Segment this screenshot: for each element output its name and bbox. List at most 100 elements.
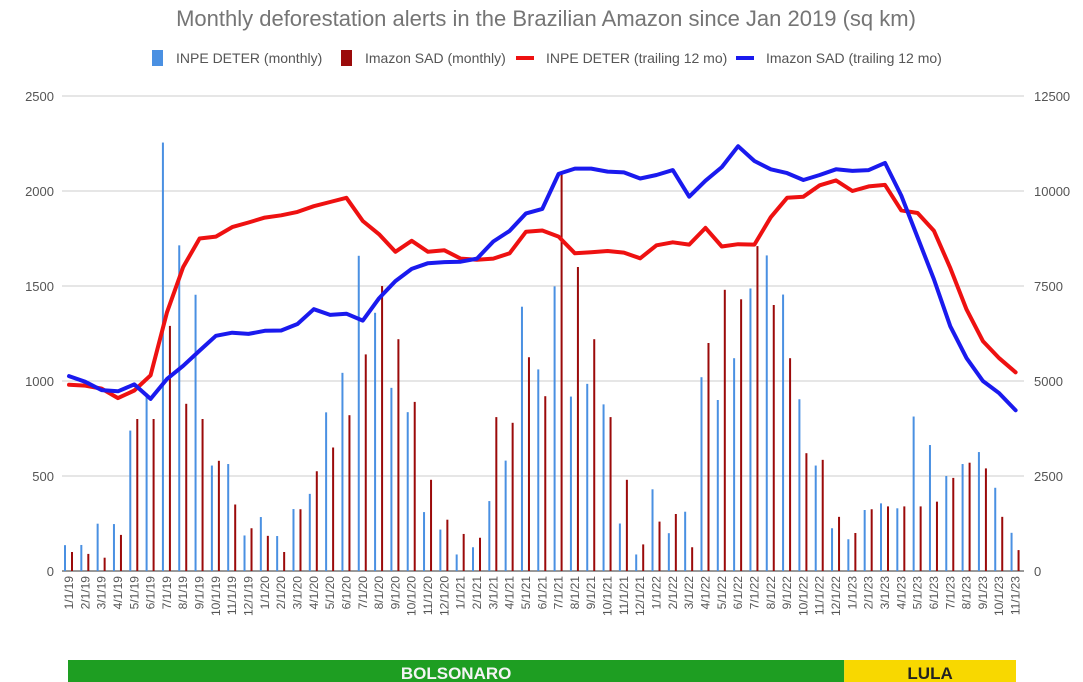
- right-tick-label: 12500: [1034, 89, 1070, 104]
- x-tick-label: 3/1/21: [486, 576, 500, 610]
- inpe-monthly-bar: [945, 476, 948, 571]
- inpe-monthly-bar: [439, 529, 442, 571]
- inpe-monthly-bar: [569, 396, 572, 571]
- x-tick-label: 2/1/21: [470, 576, 484, 610]
- band-lula: [844, 660, 1016, 682]
- imazon-monthly-bar: [152, 419, 155, 571]
- left-axis: 0 500 1000 1500 2000 2500: [25, 89, 54, 579]
- right-tick-label: 10000: [1034, 184, 1070, 199]
- inpe-monthly-bar: [488, 501, 491, 571]
- imazon-monthly-bar: [217, 460, 220, 571]
- imazon-monthly-bar: [430, 479, 433, 571]
- x-tick-label: 4/1/20: [307, 576, 321, 610]
- imazon-monthly-bar: [609, 417, 612, 571]
- x-tick-label: 8/1/21: [568, 576, 582, 610]
- presidency-bands: BOLSONARO LULA: [68, 660, 1016, 682]
- inpe-monthly-bar: [504, 460, 507, 571]
- inpe-monthly-bar: [782, 294, 785, 571]
- inpe-monthly-bar: [145, 393, 148, 571]
- x-tick-label: 7/1/22: [747, 576, 761, 610]
- inpe-monthly-bar: [586, 383, 589, 571]
- right-axis: 0 2500 5000 7500 10000 12500: [1034, 89, 1070, 579]
- inpe-monthly-bar: [325, 412, 328, 571]
- inpe-monthly-bar: [194, 294, 197, 571]
- imazon-monthly-bar: [495, 417, 498, 571]
- inpe-monthly-bar: [423, 512, 426, 571]
- imazon-monthly-bar: [968, 462, 971, 571]
- imazon-monthly-bar: [723, 289, 726, 571]
- inpe-monthly-bar: [472, 547, 474, 571]
- x-tick-label: 10/1/23: [992, 576, 1006, 616]
- x-tick-label: 4/1/19: [111, 576, 125, 610]
- x-tick-label: 8/1/22: [764, 576, 778, 610]
- x-tick-label: 6/1/19: [144, 576, 158, 610]
- x-tick-label: 12/1/19: [242, 576, 256, 616]
- imazon-monthly-bar: [103, 557, 106, 571]
- left-tick-label: 2000: [25, 184, 54, 199]
- band-bolsonaro: [68, 660, 845, 682]
- imazon-monthly-bar: [576, 267, 579, 571]
- x-tick-label: 1/1/19: [62, 576, 76, 610]
- x-tick-label: 6/1/21: [535, 576, 549, 610]
- x-tick-label: 10/1/21: [601, 576, 615, 616]
- x-tick-label: 5/1/21: [519, 576, 533, 610]
- x-tick-label: 6/1/20: [339, 576, 353, 610]
- imazon-monthly-bar: [87, 553, 90, 571]
- legend-label: Imazon SAD (trailing 12 mo): [766, 50, 942, 66]
- x-tick-label: 2/1/23: [862, 576, 876, 610]
- imazon-monthly-bar: [674, 514, 677, 571]
- inpe-monthly-bar: [635, 554, 638, 571]
- imazon-monthly-bar: [479, 537, 481, 571]
- imazon-monthly-bar: [935, 501, 938, 571]
- imazon-monthly-bar: [119, 534, 122, 571]
- right-tick-label: 5000: [1034, 374, 1063, 389]
- x-tick-label: 8/1/20: [372, 576, 386, 610]
- right-tick-label: 7500: [1034, 279, 1063, 294]
- imazon-monthly-bar: [756, 246, 759, 571]
- left-tick-label: 1000: [25, 374, 54, 389]
- inpe-monthly-bar: [1010, 532, 1013, 571]
- imazon-monthly-bar: [658, 521, 661, 571]
- inpe-monthly-bar: [227, 464, 230, 571]
- imazon-monthly-bar: [903, 506, 906, 571]
- imazon-monthly-bar: [397, 339, 400, 571]
- x-tick-label: 3/1/23: [878, 576, 892, 610]
- imazon-monthly-bar: [593, 339, 596, 571]
- legend-swatch: [341, 50, 352, 66]
- imazon-monthly-bar: [185, 403, 188, 571]
- left-tick-label: 2500: [25, 89, 54, 104]
- x-axis: 1/1/19 2/1/19 3/1/19 4/1/19 5/1/19 6/1/19 7/1/…: [62, 576, 1023, 616]
- x-tick-label: 7/1/20: [356, 576, 370, 610]
- imazon-monthly-bar: [789, 358, 792, 571]
- imazon-monthly-bar: [332, 447, 335, 571]
- imazon-monthly-bar: [315, 471, 318, 571]
- imazon-monthly-bar: [1017, 550, 1020, 571]
- imazon-monthly-bar: [544, 396, 547, 571]
- gridlines: [62, 95, 1024, 572]
- inpe-monthly-bar: [798, 399, 801, 571]
- imazon-monthly-bar: [348, 415, 351, 571]
- imazon-monthly-bar: [413, 401, 416, 571]
- x-tick-label: 9/1/20: [388, 576, 402, 610]
- chart-title: Monthly deforestation alerts in the Braz…: [176, 6, 916, 31]
- x-tick-label: 9/1/23: [976, 576, 990, 610]
- inpe-monthly-bar: [700, 377, 703, 571]
- inpe-monthly-bar: [553, 286, 556, 571]
- inpe-monthly-bar: [928, 445, 931, 571]
- x-tick-label: 1/1/21: [454, 576, 468, 610]
- x-tick-label: 3/1/19: [95, 576, 109, 610]
- imazon-monthly-bar: [299, 509, 302, 571]
- x-tick-label: 11/1/22: [813, 576, 827, 615]
- imazon-monthly-bar: [740, 299, 743, 571]
- imazon-monthly-bar: [870, 509, 873, 571]
- legend-swatch: [152, 50, 163, 66]
- imazon-monthly-bar: [250, 528, 253, 571]
- inpe-monthly-bar: [243, 535, 246, 571]
- imazon-monthly-bar: [266, 535, 269, 571]
- x-tick-label: 9/1/19: [193, 576, 207, 610]
- x-tick-label: 4/1/23: [894, 576, 908, 610]
- imazon-monthly-bar: [364, 354, 367, 571]
- inpe-monthly-bar: [684, 511, 687, 571]
- x-tick-label: 7/1/19: [160, 576, 174, 610]
